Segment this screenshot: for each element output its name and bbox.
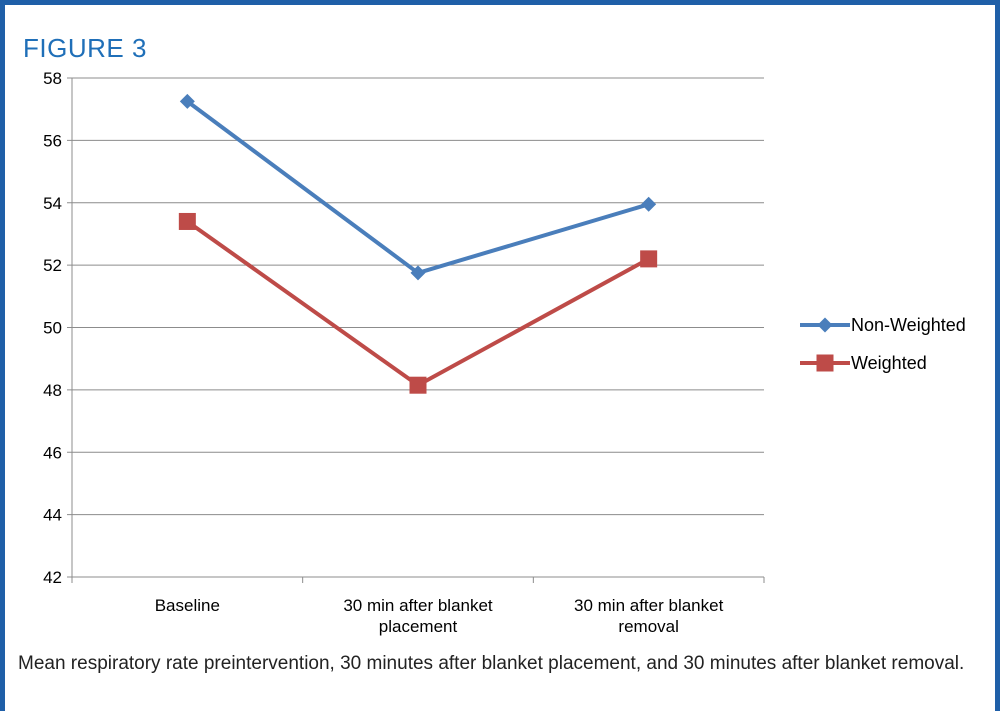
legend-marker (816, 354, 834, 372)
legend-marker (817, 317, 833, 333)
y-tick-label: 44 (43, 506, 62, 525)
x-category-label: 30 min after blanket removal (574, 596, 724, 636)
y-tick-label: 52 (43, 256, 62, 275)
y-tick-label: 58 (43, 69, 62, 88)
data-point (178, 212, 196, 230)
legend-entry-label: Non-Weighted (851, 315, 966, 335)
y-tick-label: 48 (43, 381, 62, 400)
y-tick-label: 46 (43, 443, 62, 462)
x-category-label: Baseline (155, 596, 220, 615)
figure-label: FIGURE 3 (23, 33, 147, 63)
y-tick-labels: 42 44 46 48 50 52 54 56 58 (43, 69, 62, 587)
legend-entry-label: Weighted (851, 353, 927, 373)
axes (67, 77, 765, 583)
data-point (179, 93, 195, 109)
data-point (641, 196, 657, 212)
y-tick-label: 56 (43, 131, 62, 150)
y-tick-label: 54 (43, 194, 62, 213)
data-point (409, 376, 427, 394)
series-lines (178, 93, 658, 394)
legend: Non-Weighted Weighted (800, 315, 966, 373)
series-line-non-weighted (186, 99, 650, 275)
data-point (640, 250, 658, 268)
figure-caption: Mean respiratory rate preintervention, 3… (18, 653, 965, 674)
x-category-label: 30 min after blanket placement (343, 596, 493, 636)
series-line-weighted (186, 219, 650, 388)
data-point (410, 265, 426, 281)
gridlines (72, 77, 764, 516)
x-category-labels: Baseline 30 min after blanket placement 30 … (155, 596, 724, 636)
y-tick-label: 50 (43, 319, 62, 338)
y-tick-label: 42 (43, 568, 62, 587)
